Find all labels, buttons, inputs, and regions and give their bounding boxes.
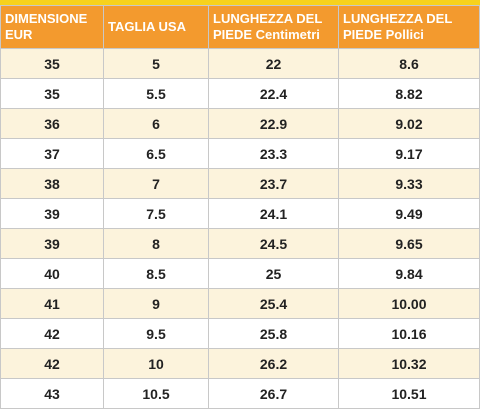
table-row: 38 7 23.7 9.33: [0, 168, 480, 199]
table-cell: 9.84: [338, 258, 480, 289]
table-cell: 23.3: [208, 138, 339, 169]
table-cell: 9.65: [338, 228, 480, 259]
table-cell: 10.32: [338, 348, 480, 379]
top-bar: [0, 0, 480, 5]
table-row: 43 10.5 26.7 10.51: [0, 378, 480, 409]
table-row: 42 9.5 25.8 10.16: [0, 318, 480, 349]
table-cell: 5.5: [103, 78, 209, 109]
table-cell: 9: [103, 288, 209, 319]
header-cell: DIMENSIONE EUR: [0, 5, 104, 49]
table-cell: 37: [0, 138, 104, 169]
table-cell: 38: [0, 168, 104, 199]
table-cell: 8.82: [338, 78, 480, 109]
table-cell: 10.00: [338, 288, 480, 319]
table-cell: 22.4: [208, 78, 339, 109]
table-cell: 26.7: [208, 378, 339, 409]
table-cell: 36: [0, 108, 104, 139]
table-body: 35 5 22 8.6 35 5.5 22.4 8.82 36 6 22.9 9.02 37 6.5 23.…: [0, 48, 480, 409]
table-cell: 23.7: [208, 168, 339, 199]
table-row: 42 10 26.2 10.32: [0, 348, 480, 379]
table-cell: 26.2: [208, 348, 339, 379]
table-cell: 24.5: [208, 228, 339, 259]
table-cell: 5: [103, 48, 209, 79]
table-cell: 43: [0, 378, 104, 409]
table-row: 35 5.5 22.4 8.82: [0, 78, 480, 109]
table-cell: 8.5: [103, 258, 209, 289]
table-row: 41 9 25.4 10.00: [0, 288, 480, 319]
table-cell: 6.5: [103, 138, 209, 169]
table-cell: 10.5: [103, 378, 209, 409]
header-cell: LUNGHEZZA DEL PIEDE Centimetri: [208, 5, 339, 49]
table-row: 39 8 24.5 9.65: [0, 228, 480, 259]
table-cell: 7.5: [103, 198, 209, 229]
table-cell: 39: [0, 198, 104, 229]
header-cell: LUNGHEZZA DEL PIEDE Pollici: [338, 5, 480, 49]
table-cell: 35: [0, 78, 104, 109]
table-cell: 40: [0, 258, 104, 289]
table-cell: 10: [103, 348, 209, 379]
header-cell: TAGLIA USA: [103, 5, 209, 49]
table-cell: 9.49: [338, 198, 480, 229]
table-cell: 10.16: [338, 318, 480, 349]
table-cell: 22.9: [208, 108, 339, 139]
table-cell: 25.4: [208, 288, 339, 319]
table-cell: 22: [208, 48, 339, 79]
table-cell: 42: [0, 318, 104, 349]
table-cell: 25.8: [208, 318, 339, 349]
table-cell: 9.5: [103, 318, 209, 349]
table-cell: 10.51: [338, 378, 480, 409]
table-row: 36 6 22.9 9.02: [0, 108, 480, 139]
table-cell: 25: [208, 258, 339, 289]
table-cell: 24.1: [208, 198, 339, 229]
table-cell: 9.33: [338, 168, 480, 199]
table-row: 35 5 22 8.6: [0, 48, 480, 79]
table-cell: 35: [0, 48, 104, 79]
header-row: DIMENSIONE EUR TAGLIA USA LUNGHEZZA DEL PI…: [0, 5, 480, 49]
table-cell: 6: [103, 108, 209, 139]
table-cell: 41: [0, 288, 104, 319]
table-cell: 9.17: [338, 138, 480, 169]
size-table: DIMENSIONE EUR TAGLIA USA LUNGHEZZA DEL PI…: [0, 5, 480, 409]
table-cell: 8.6: [338, 48, 480, 79]
table-cell: 42: [0, 348, 104, 379]
table-cell: 39: [0, 228, 104, 259]
table-cell: 7: [103, 168, 209, 199]
table-row: 37 6.5 23.3 9.17: [0, 138, 480, 169]
table-cell: 8: [103, 228, 209, 259]
table-row: 39 7.5 24.1 9.49: [0, 198, 480, 229]
table-cell: 9.02: [338, 108, 480, 139]
table-row: 40 8.5 25 9.84: [0, 258, 480, 289]
